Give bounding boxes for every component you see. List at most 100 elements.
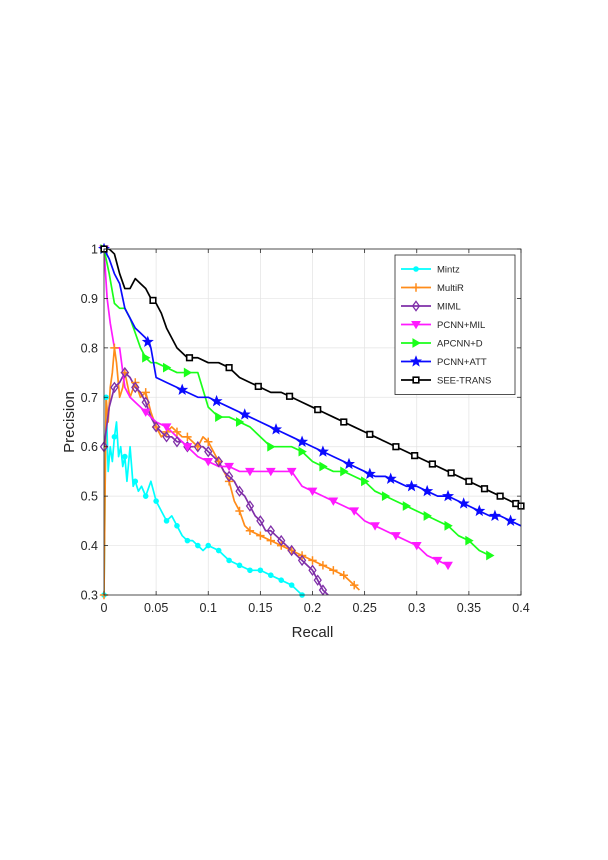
- y-tick-label: 0.3: [81, 589, 98, 603]
- data-point-apcnn-d: [142, 352, 151, 363]
- data-point-miml: [256, 515, 265, 527]
- data-point-multir: [183, 432, 192, 442]
- data-point-miml: [287, 544, 296, 557]
- x-tick-label: 0.05: [144, 601, 168, 615]
- data-point-pcnn-att: [316, 445, 329, 457]
- data-point-pcnn-att: [473, 504, 486, 517]
- data-point-apcnn-d: [444, 520, 453, 531]
- legend-marker-see-trans: [412, 376, 420, 384]
- legend-label-pcnn-att: PCNN+ATT: [437, 357, 487, 368]
- data-point-mintz: [215, 547, 222, 554]
- series-line-miml: [104, 371, 329, 595]
- data-point-apcnn-d: [215, 412, 224, 422]
- x-tick-label: 0.35: [457, 601, 481, 615]
- data-point-multir: [350, 580, 359, 590]
- data-point-see-trans: [254, 382, 262, 391]
- legend-label-miml: MIML: [437, 302, 461, 313]
- data-point-pcnn-att: [488, 509, 501, 522]
- data-point-pcnn-att: [384, 472, 397, 484]
- data-point-miml: [224, 470, 234, 483]
- data-point-miml: [120, 366, 130, 379]
- legend-marker-mintz: [413, 266, 419, 272]
- data-point-pcnn-mil: [443, 561, 453, 571]
- data-point-apcnn-d: [423, 511, 432, 521]
- data-point-pcnn-mil: [182, 443, 193, 452]
- data-point-pcnn-att: [504, 514, 517, 526]
- legend-marker-multir: [411, 283, 421, 292]
- data-point-pcnn-mil: [245, 467, 255, 477]
- legend-marker-pcnn-mil: [411, 320, 421, 330]
- data-point-pcnn-mil: [286, 467, 297, 477]
- data-point-pcnn-mil: [349, 507, 360, 516]
- data-point-multir: [339, 571, 348, 580]
- x-axis-ticks: 0 0.05 0.1 0.15 0.2 0.25 0.3 0.35 0.4: [101, 249, 530, 615]
- data-point-mintz: [257, 567, 264, 574]
- y-tick-label: 0.5: [81, 490, 98, 504]
- legend-label-pcnn-mil: PCNN+MIL: [437, 320, 485, 331]
- data-point-mintz: [184, 537, 191, 544]
- data-point-miml: [313, 574, 322, 586]
- data-point-mintz: [226, 557, 232, 564]
- data-point-see-trans: [149, 296, 157, 305]
- x-tick-label: 0.25: [352, 601, 376, 615]
- data-point-multir: [235, 506, 244, 516]
- y-tick-label: 1: [91, 243, 98, 257]
- data-point-multir: [141, 388, 150, 397]
- data-point-apcnn-d: [402, 501, 412, 511]
- data-point-pcnn-att: [141, 335, 154, 348]
- data-point-pcnn-att: [442, 489, 455, 502]
- data-point-multir: [256, 531, 265, 540]
- data-point-pcnn-mil: [411, 542, 422, 551]
- data-point-see-trans: [447, 469, 455, 477]
- data-point-mintz: [236, 562, 243, 569]
- data-point-see-trans: [285, 392, 294, 400]
- series-line-see-trans: [104, 249, 521, 507]
- data-point-mintz: [195, 542, 201, 549]
- data-point-multir: [266, 536, 275, 545]
- data-point-pcnn-att: [270, 423, 283, 435]
- data-point-miml: [172, 436, 182, 448]
- data-point-see-trans: [428, 460, 436, 468]
- data-point-apcnn-d: [267, 441, 276, 452]
- data-point-apcnn-d: [298, 446, 307, 457]
- data-point-mintz: [163, 518, 170, 524]
- legend: Mintz MultiR MIML PCNN+MIL APCNN+D PCNN+ATT SE…: [394, 254, 516, 395]
- x-tick-label: 0.4: [512, 601, 529, 615]
- data-point-mintz: [278, 577, 285, 583]
- data-point-pcnn-att: [296, 435, 309, 447]
- data-point-pcnn-att: [176, 383, 189, 395]
- data-point-miml: [266, 525, 275, 537]
- data-point-see-trans: [185, 354, 194, 362]
- data-point-miml: [162, 431, 171, 443]
- legend-marker-apcnn-d: [412, 338, 421, 348]
- data-point-mintz: [153, 498, 159, 504]
- data-point-pcnn-att: [342, 457, 355, 470]
- data-point-see-trans: [496, 492, 504, 500]
- data-point-miml: [131, 381, 140, 394]
- data-point-mintz: [122, 453, 128, 460]
- data-point-miml: [110, 381, 119, 394]
- legend-label-mintz: Mintz: [437, 265, 460, 276]
- legend-marker-miml: [411, 300, 421, 312]
- data-point-apcnn-d: [163, 362, 172, 373]
- data-point-mintz: [267, 572, 274, 579]
- series-line-multir: [104, 347, 360, 595]
- y-tick-label: 0.7: [81, 391, 98, 405]
- data-point-miml: [141, 396, 150, 408]
- legend-marker-pcnn-att: [410, 355, 422, 367]
- x-tick-label: 0.1: [200, 601, 217, 615]
- x-tick-label: 0.2: [304, 601, 321, 615]
- data-point-multir: [245, 526, 255, 535]
- data-point-mintz: [142, 493, 149, 499]
- data-point-see-trans: [340, 418, 348, 426]
- y-tick-label: 0.9: [81, 292, 98, 306]
- x-tick-label: 0.15: [248, 601, 272, 615]
- data-point-multir: [172, 427, 182, 437]
- y-tick-label: 0.6: [81, 440, 98, 454]
- data-point-see-trans: [225, 364, 233, 372]
- legend-label-apcnn-d: APCNN+D: [437, 339, 483, 350]
- data-point-apcnn-d: [319, 461, 328, 472]
- data-point-mintz: [205, 542, 212, 549]
- data-point-pcnn-att: [363, 467, 376, 480]
